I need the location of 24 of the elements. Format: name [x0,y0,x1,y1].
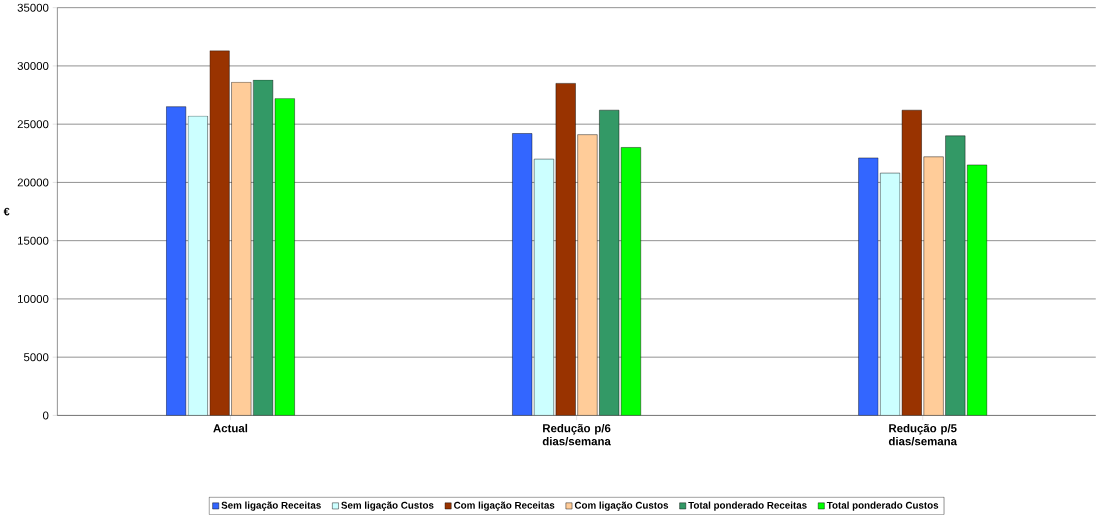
legend-label: Total ponderado Custos [826,501,939,511]
legend-label: Com ligação Custos [574,501,669,511]
legend-label: Com ligação Receitas [454,501,555,511]
bar [577,134,598,416]
x-tick-label: Redução p/5 dias/semana [888,423,958,446]
y-tick-label: 5000 [23,353,49,362]
x-tick-label: Actual [213,423,248,433]
legend-label: Total ponderado Receitas [688,501,807,511]
y-tick-label: 10000 [18,294,49,304]
y-tick-label: 15000 [18,236,49,245]
y-axis-title: € [3,207,10,216]
y-tick-label: 35000 [17,3,49,12]
bar [253,79,274,416]
y-tick-label: 20000 [17,178,49,187]
bar [231,82,252,416]
legend-label: Sem ligação Custos [341,501,434,511]
x-tick-label: Redução p/6 dias/semana [542,423,611,446]
bar [599,110,620,416]
bar [945,135,966,416]
y-tick-label: 0 [42,411,49,420]
y-tick-label: 25000 [17,120,49,129]
y-tick-label: 30000 [17,61,49,71]
legend-label: Sem ligação Receitas [221,501,321,511]
bar [923,156,944,416]
